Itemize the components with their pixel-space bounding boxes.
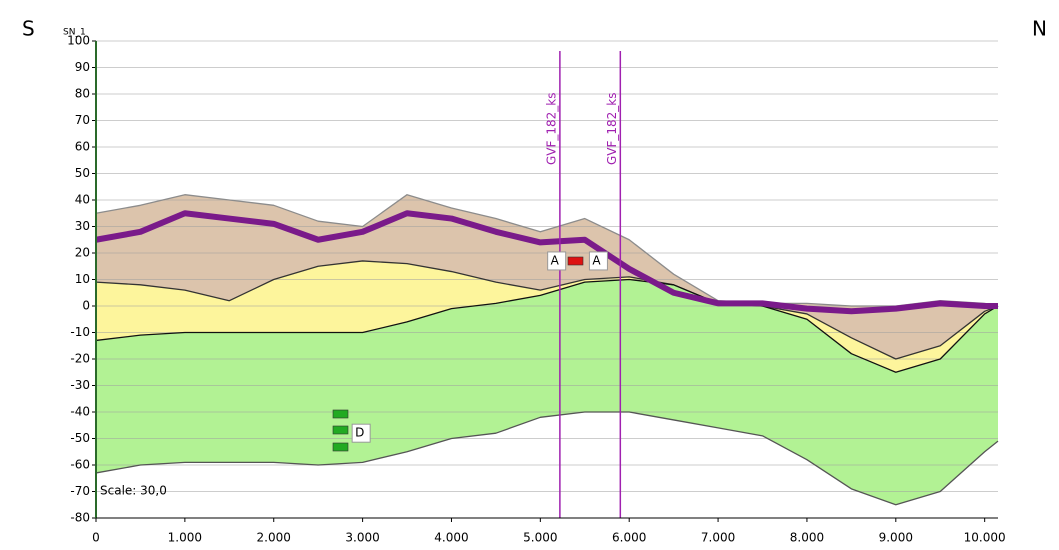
marker-label: GVF_182_ks	[544, 92, 558, 165]
layer-line	[95, 278, 999, 373]
icon	[332, 409, 349, 419]
layer-fill	[96, 279, 998, 505]
marker-label: GVF_182_ks	[605, 92, 619, 165]
left-label: S	[22, 17, 35, 41]
x-tick-label: 8.000	[790, 531, 824, 545]
point-box	[547, 251, 567, 271]
y-tick-label: -20	[70, 352, 90, 366]
layer-line	[95, 260, 999, 360]
y-tick-label: -10	[70, 325, 90, 339]
scale-annotation: Scale: 30,0	[100, 484, 167, 498]
x-tick-label: 0	[92, 531, 100, 545]
layer-line	[95, 411, 999, 506]
layer-line	[95, 194, 999, 307]
point-label: A	[592, 253, 601, 267]
right-label: N	[1032, 17, 1047, 41]
y-tick-label: -30	[70, 378, 90, 392]
layer-fill	[96, 194, 998, 359]
y-tick-label: -70	[70, 484, 90, 498]
point-label: D	[355, 426, 364, 440]
y-tick-label: -60	[70, 458, 90, 472]
x-tick-label: 4.000	[434, 531, 468, 545]
icon	[567, 256, 584, 266]
y-tick-label: -80	[70, 511, 90, 525]
x-tick-label: 7.000	[701, 531, 735, 545]
y-tick-label: 70	[75, 113, 90, 127]
y-tick-label: 80	[75, 87, 90, 101]
x-tick-label: 3.000	[345, 531, 379, 545]
x-tick-label: 10.000	[964, 531, 1006, 545]
y-tick-label: 10	[75, 272, 90, 286]
y-tick-label: 40	[75, 193, 90, 207]
point-box	[588, 251, 608, 271]
x-tick-label: 2.000	[257, 531, 291, 545]
y-tick-label: 20	[75, 246, 90, 260]
x-tick-label: 6.000	[612, 531, 646, 545]
icon	[332, 442, 349, 452]
x-tick-label: 1.000	[168, 531, 202, 545]
y-tick-label: 50	[75, 166, 90, 180]
point-box	[351, 423, 371, 443]
y-tick-label: -40	[70, 405, 90, 419]
x-tick-label: 9.000	[879, 531, 913, 545]
x-tick-label: 5.000	[523, 531, 557, 545]
y-tick-label: 100	[67, 34, 90, 48]
point-label: A	[551, 253, 560, 267]
y-tick-label: 90	[75, 60, 90, 74]
water-line	[95, 210, 998, 315]
y-tick-label: 30	[75, 219, 90, 233]
layer-fill	[96, 260, 998, 373]
y-tick-label: -50	[70, 431, 90, 445]
y-tick-label: 60	[75, 140, 90, 154]
y-tick-label: 0	[82, 299, 90, 313]
chart-title: SN_1	[63, 28, 86, 38]
icon	[332, 425, 349, 435]
